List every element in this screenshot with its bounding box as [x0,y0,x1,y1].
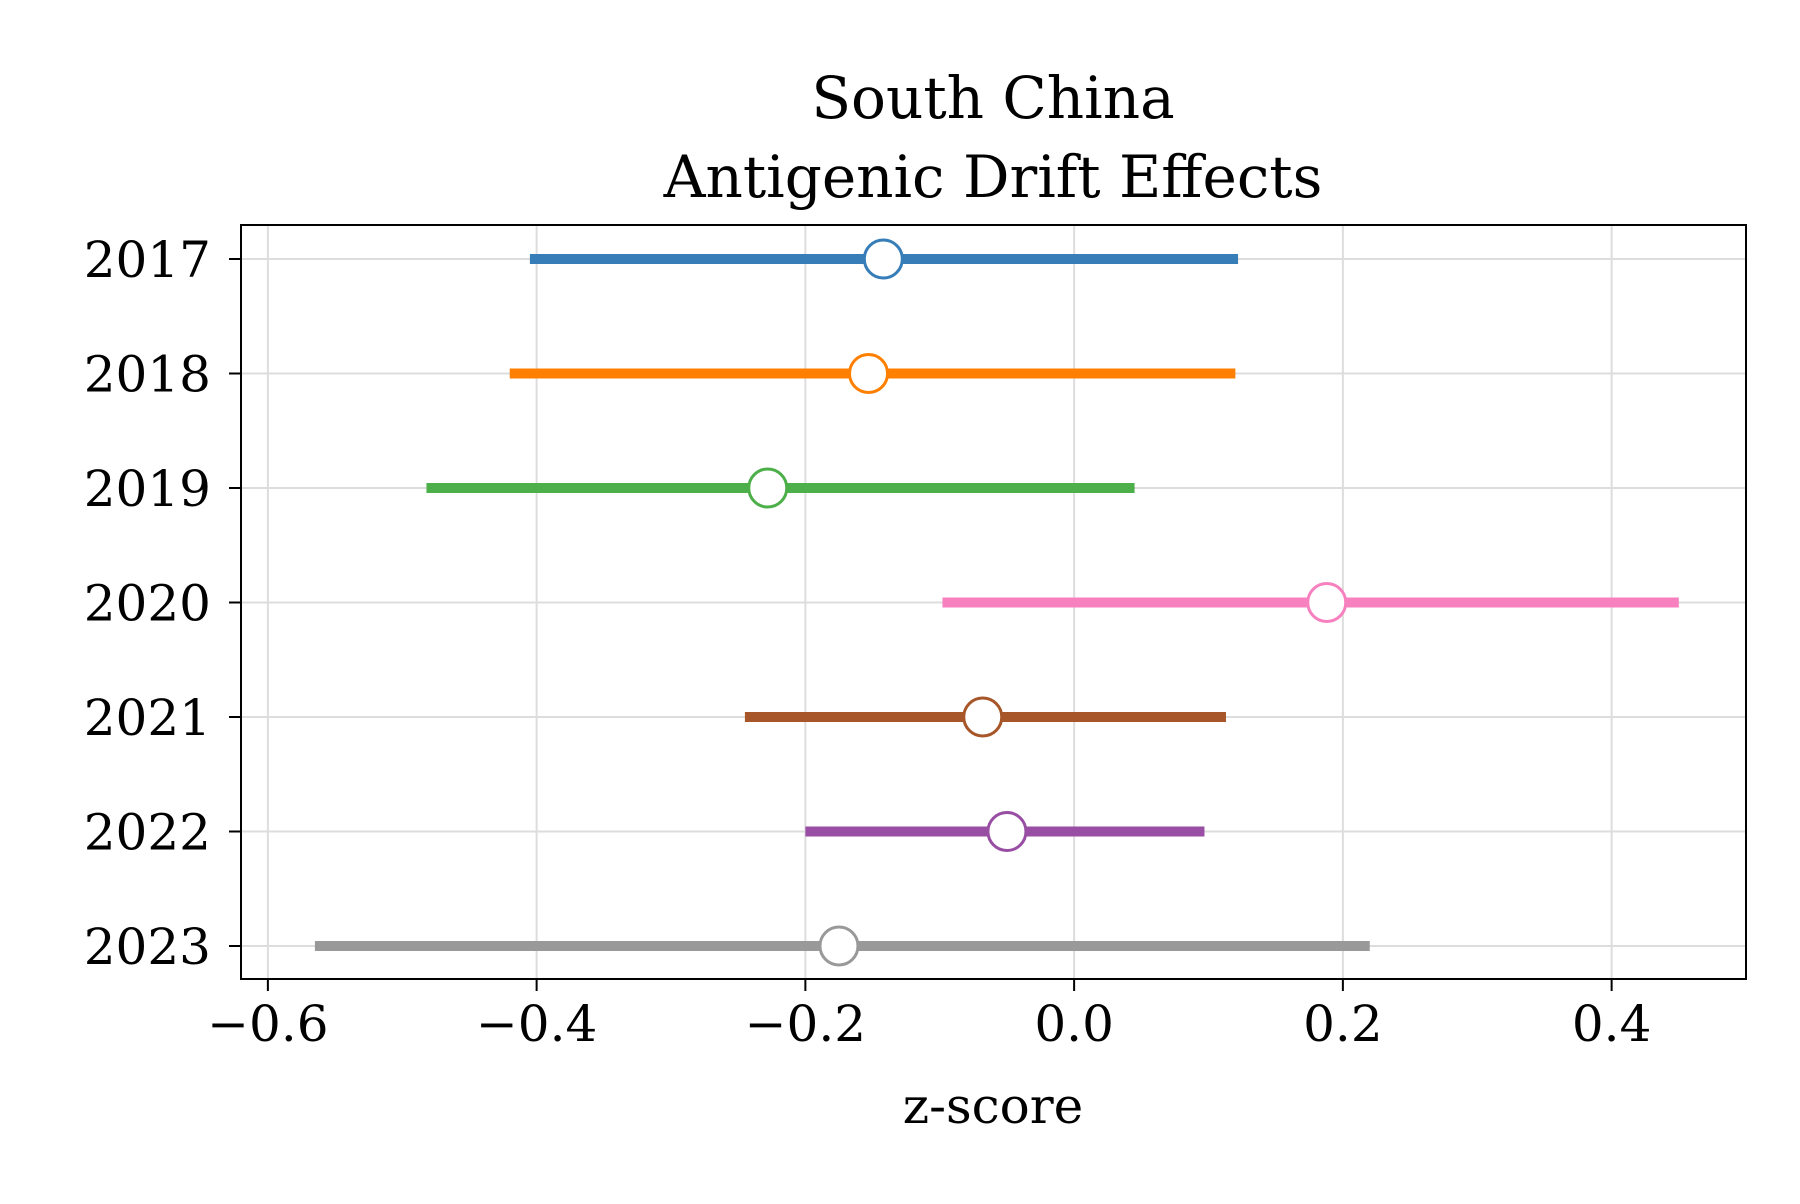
estimate-point-2022 [986,811,1028,852]
x-tick-label: 0.0 [1034,995,1114,1053]
chart-title-line1: South China [811,64,1174,132]
y-tick-label: 2019 [84,460,211,518]
y-tick-label: 2021 [84,689,211,747]
x-axis: −0.6 −0.4 −0.2 0.0 0.2 0.4 [207,979,1651,1053]
x-tick-label: −0.4 [476,995,597,1053]
y-tick-label: 2022 [84,804,211,862]
estimate-point-2023 [818,925,860,967]
y-tick-label: 2017 [84,231,211,289]
y-tick-label: 2018 [84,346,211,404]
error-bars-and-points [314,238,1679,967]
x-tick-label: −0.6 [207,995,328,1053]
estimate-point-2021 [962,696,1004,738]
chart-title-line2: Antigenic Drift Effects [663,143,1323,211]
x-axis-label: z-score [903,1077,1084,1135]
x-tick-label: −0.2 [745,995,866,1053]
x-tick-label: 0.4 [1572,995,1652,1053]
y-tick-label: 2023 [84,918,211,976]
estimate-point-2018 [848,353,890,394]
estimate-point-2017 [862,238,904,280]
y-tick-label: 2020 [84,575,211,633]
estimate-point-2019 [747,467,789,509]
estimate-point-2020 [1306,582,1348,623]
y-axis: 2017 2018 2019 2020 2021 2022 2023 [84,231,241,976]
x-tick-label: 0.2 [1303,995,1383,1053]
